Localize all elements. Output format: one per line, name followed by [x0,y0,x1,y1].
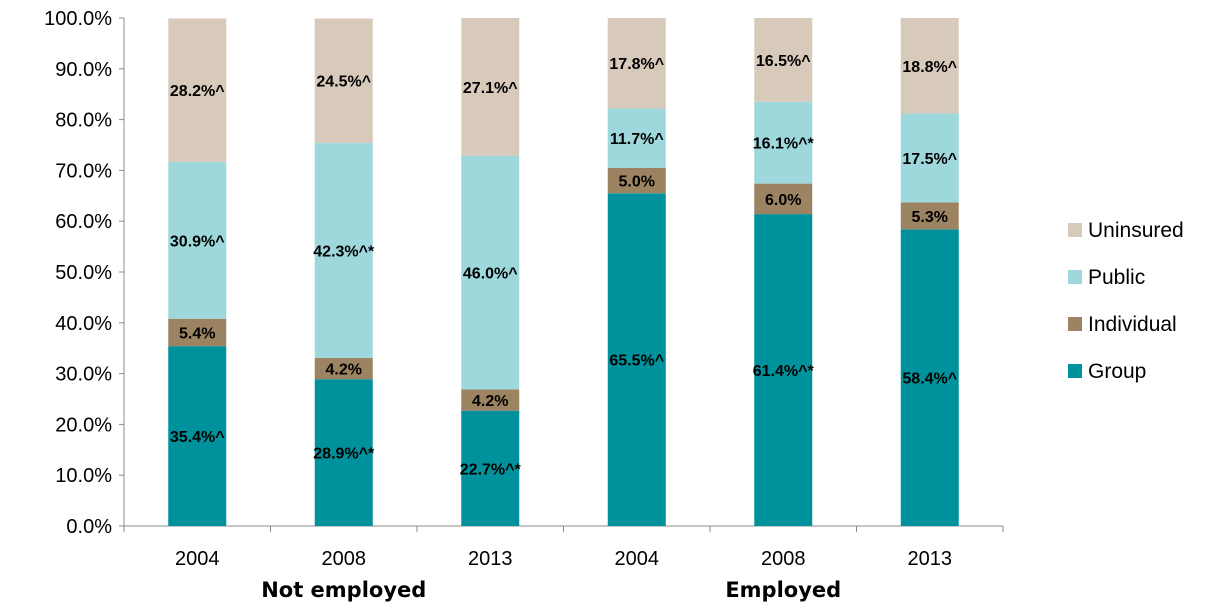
axes: 0.0% 10.0% 20.0% 30.0% 40.0% 50.0% 60.0% 70.0% 8… [44,8,1004,538]
data-label-individual: 5.4% [179,325,215,342]
y-tick-label: 70.0% [55,160,112,182]
legend-label: Uninsured [1088,219,1184,242]
y-tick-label: 10.0% [55,465,112,487]
y-tick-label: 50.0% [55,262,112,284]
bar-segment-group [461,410,520,526]
bar-segment-public [900,113,959,203]
bar-segment-individual [754,183,813,215]
x-tick-label: 2004 [615,548,660,570]
bar-segment-uninsured [607,18,666,109]
data-label-public: 11.7%^ [610,131,664,148]
y-tick-label: 20.0% [55,414,112,436]
data-label-uninsured: 17.8%^ [609,56,664,73]
y-tick-label: 40.0% [55,313,112,335]
data-label-group: 28.9%^* [313,446,375,463]
x-tick-label: 2013 [468,548,513,570]
data-label-public: 17.5%^ [902,151,957,168]
data-label-group: 35.4%^ [170,429,225,446]
x-axis-labels: 2004 2008 2013 2004 2008 2013 Not employed Empl… [175,548,952,602]
bars [168,18,959,526]
group-label: Not employed [261,578,426,602]
data-label-individual: 4.2% [472,393,508,410]
data-label-group: 61.4%^* [753,363,815,380]
bar-segment-uninsured [168,18,227,162]
y-tick-label: 30.0% [55,364,112,386]
data-label-group: 22.7%^* [460,461,522,478]
y-tick-label: 0.0% [66,516,112,538]
data-label-group: 65.5%^ [609,353,664,370]
bar-segment-public [168,161,227,319]
legend-label: Public [1088,266,1145,289]
bar-segment-individual [314,357,373,380]
data-label-public: 16.1%^* [753,136,815,153]
data-label-uninsured: 27.1%^ [463,80,518,97]
bar-segment-uninsured [754,18,813,102]
legend: Uninsured Public Individual Group [1068,219,1184,383]
x-tick-label: 2008 [761,548,806,570]
bar-segment-individual [168,318,227,347]
bar-segment-individual [461,389,520,411]
legend-label: Group [1088,360,1146,383]
bar-segment-group [314,379,373,526]
x-tick-label: 2004 [175,548,220,570]
bar-segment-uninsured [314,18,373,143]
bar-segment-public [314,142,373,358]
data-label-uninsured: 16.5%^ [756,53,811,70]
data-label-individual: 6.0% [765,192,801,209]
bar-segment-group [607,193,666,526]
legend-swatch [1068,364,1082,378]
bar-segment-uninsured [461,18,520,156]
bar-segment-individual [900,202,959,230]
data-labels: 35.4%^ 5.4% 30.9%^ 28.2%^ 28.9%^* 4.2% 42.3%^*… [170,53,957,478]
bar-segment-group [168,346,227,526]
data-label-uninsured: 28.2%^ [170,83,225,100]
data-label-public: 42.3%^* [313,243,375,260]
data-label-individual: 5.3% [912,209,948,226]
x-tick-label: 2013 [908,548,953,570]
group-label: Employed [725,578,841,602]
bar-segment-public [607,108,666,168]
data-label-group: 58.4%^ [902,371,957,388]
bar-segment-individual [607,167,666,194]
legend-swatch [1068,223,1082,237]
bar-segment-uninsured [900,18,959,114]
bar-segment-public [461,155,520,390]
bar-segment-public [754,101,813,184]
y-tick-label: 100.0% [44,8,112,30]
y-tick-label: 90.0% [55,59,112,81]
data-label-uninsured: 24.5%^ [316,74,371,91]
y-tick-label: 60.0% [55,211,112,233]
legend-swatch [1068,317,1082,331]
legend-swatch [1068,270,1082,284]
bar-segment-group [754,214,813,526]
data-label-individual: 5.0% [619,174,655,191]
x-tick-label: 2008 [322,548,367,570]
data-label-uninsured: 18.8%^ [902,59,957,76]
data-label-public: 30.9%^ [170,233,225,250]
data-label-individual: 4.2% [326,362,362,379]
legend-label: Individual [1088,313,1177,336]
bar-segment-group [900,229,959,526]
data-label-public: 46.0%^ [463,266,518,283]
y-tick-label: 80.0% [55,110,112,132]
